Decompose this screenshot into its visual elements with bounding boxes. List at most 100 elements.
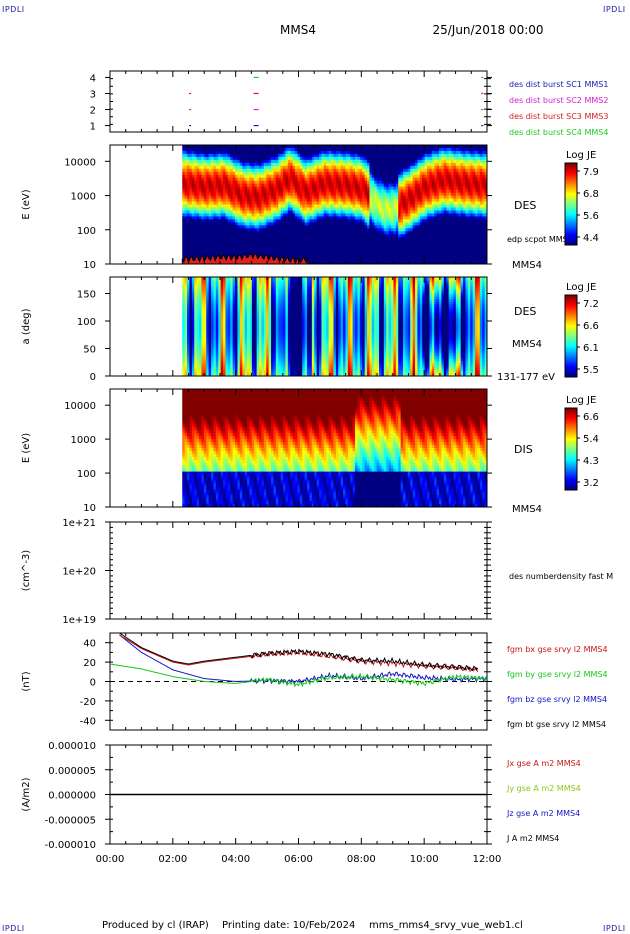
heat-cell	[314, 147, 318, 152]
heat-cell	[280, 186, 284, 191]
heat-cell	[309, 159, 313, 164]
heat-cell	[309, 228, 313, 232]
heat-cell	[357, 237, 361, 241]
heat-cell	[268, 174, 272, 179]
heat-cell	[297, 180, 301, 185]
heat-cell	[273, 255, 277, 259]
heat-cell	[268, 156, 272, 161]
heat-cell	[343, 180, 346, 185]
heat-cell	[249, 207, 253, 211]
heat-cell	[215, 198, 219, 202]
heat-cell	[295, 195, 298, 199]
heat-cell	[405, 186, 409, 191]
heat-cell	[275, 240, 279, 244]
heat-cell	[386, 207, 390, 211]
heat-cell	[184, 237, 188, 241]
heat-cell	[295, 225, 298, 229]
heat-cell	[244, 153, 248, 158]
heat-cell	[220, 177, 224, 182]
heat-cell	[196, 145, 200, 149]
heat-cell	[419, 147, 423, 152]
heat-cell	[287, 192, 291, 196]
heat-cell	[309, 249, 313, 253]
heat-cell	[299, 162, 303, 167]
heat-cell	[403, 186, 406, 191]
heat-cell	[448, 189, 452, 193]
heat-cell	[391, 243, 394, 247]
heat-cell	[400, 240, 404, 244]
heat-cell	[395, 225, 399, 229]
heat-cell	[259, 219, 262, 223]
heat-cell	[472, 255, 476, 259]
heat-cell	[299, 165, 303, 170]
heat-cell	[424, 180, 428, 185]
heat-cell	[280, 156, 284, 161]
heat-cell	[263, 192, 267, 196]
heat-cell	[403, 246, 406, 250]
heat-cell	[407, 186, 411, 191]
heat-cell	[333, 261, 337, 265]
heat-cell	[376, 162, 380, 167]
heat-cell	[232, 174, 236, 179]
heat-cell	[273, 216, 277, 220]
heat-cell	[451, 171, 454, 176]
heat-cell	[458, 222, 462, 226]
heat-cell	[263, 213, 267, 217]
heat-cell	[343, 228, 346, 232]
heat-cell	[321, 219, 325, 223]
heat-cell	[355, 213, 358, 217]
heat-cell	[441, 255, 445, 259]
heat-cell	[201, 228, 205, 232]
heat-cell	[355, 183, 358, 188]
heat-cell	[201, 153, 205, 158]
heat-cell	[419, 165, 423, 170]
heat-cell	[247, 216, 250, 220]
heat-cell	[362, 249, 366, 253]
heat-cell	[371, 168, 375, 173]
heat-cell	[309, 165, 313, 170]
heat-cell	[283, 204, 286, 208]
heat-cell	[237, 198, 241, 202]
heat-cell	[208, 147, 212, 152]
heat-cell	[403, 180, 406, 185]
heat-cell	[340, 186, 344, 191]
heat-cell	[249, 189, 253, 193]
heat-cell	[333, 195, 337, 199]
heat-cell	[321, 201, 325, 205]
heat-cell	[275, 249, 279, 253]
heat-cell	[362, 168, 366, 173]
heat-cell	[431, 261, 435, 265]
heat-cell	[451, 183, 454, 188]
heat-cell	[352, 216, 356, 220]
heat-cell	[355, 147, 358, 152]
heat-cell	[199, 180, 202, 185]
heat-cell	[189, 180, 193, 185]
heat-cell	[307, 234, 310, 238]
heat-cell	[395, 198, 399, 202]
heat-cell	[211, 150, 214, 155]
heat-cell	[223, 201, 226, 205]
heat-cell	[259, 249, 262, 253]
heat-cell	[235, 177, 238, 182]
heat-cell	[203, 159, 207, 164]
heat-cell	[251, 165, 255, 170]
heat-cell	[472, 159, 476, 164]
heat-cell	[410, 198, 414, 202]
heat-cell	[187, 192, 190, 196]
heat-cell	[189, 192, 193, 196]
heat-cell	[419, 183, 423, 188]
heat-cell	[340, 240, 344, 244]
heat-cell	[355, 240, 358, 244]
heat-cell	[208, 216, 212, 220]
heat-cell	[419, 228, 423, 232]
heat-cell	[261, 234, 265, 238]
heat-cell	[412, 222, 416, 226]
heat-cell	[321, 177, 325, 182]
heat-cell	[218, 165, 222, 170]
heat-cell	[244, 145, 248, 149]
heat-cell	[194, 225, 198, 229]
heat-cell	[191, 153, 195, 158]
heat-cell	[400, 219, 404, 223]
heat-cell	[247, 195, 250, 199]
heat-cell	[218, 240, 222, 244]
